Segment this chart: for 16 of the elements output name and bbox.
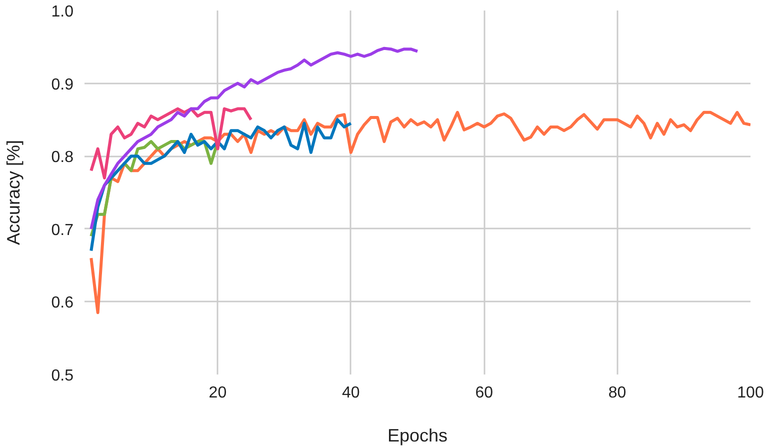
line-series bbox=[90, 46, 419, 230]
y-tick-label: 0.8 bbox=[51, 149, 74, 166]
x-axis-title: Epochs bbox=[387, 426, 448, 446]
x-tick-label: 20 bbox=[208, 384, 227, 402]
y-tick-label: 0.9 bbox=[51, 76, 74, 94]
y-tick-label: 0.5 bbox=[51, 368, 74, 384]
x-tick-label: 80 bbox=[608, 384, 626, 402]
y-tick-label: 0.6 bbox=[51, 294, 74, 312]
x-tick-label: 60 bbox=[475, 384, 494, 402]
y-tick-label: 0.7 bbox=[51, 222, 74, 239]
y-axis-title: Accuracy [%] bbox=[3, 140, 24, 246]
x-tick-label: 100 bbox=[737, 384, 764, 402]
line-series bbox=[90, 118, 352, 252]
y-tick-label: 1.0 bbox=[51, 4, 74, 20]
x-tick-label: 40 bbox=[342, 384, 360, 402]
line-series bbox=[90, 107, 252, 180]
